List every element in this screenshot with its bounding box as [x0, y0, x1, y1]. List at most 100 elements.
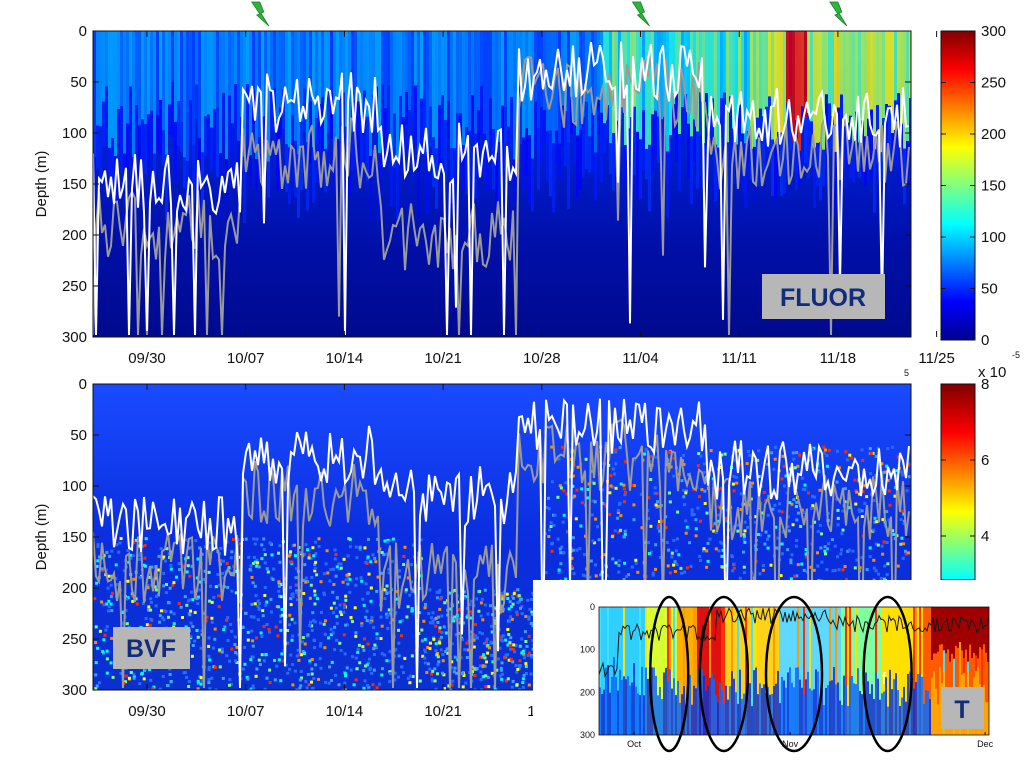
bvf-heatmap-cell — [233, 643, 237, 647]
bvf-heatmap-cell — [438, 637, 442, 641]
bvf-heatmap-cell — [749, 497, 753, 501]
bvf-heatmap-cell — [129, 553, 133, 557]
bvf-heatmap-cell — [675, 563, 679, 566]
bvf-heatmap-cell — [611, 557, 615, 561]
bvf-heatmap-cell — [647, 552, 651, 556]
t-heatmap-deep-cell — [685, 704, 687, 735]
bvf-heatmap-cell — [375, 632, 379, 636]
t-heatmap-deep-cell — [935, 688, 937, 735]
bvf-heatmap-cell — [249, 658, 253, 662]
bvf-heatmap-cell — [865, 495, 869, 499]
fluor-x-tick-label: 10/07 — [227, 350, 265, 367]
bvf-heatmap-cell — [300, 676, 303, 680]
t-heatmap-deep-cell — [721, 690, 723, 735]
bvf-heatmap-cell — [141, 545, 144, 548]
bvf-heatmap-cell — [144, 537, 148, 541]
bvf-heatmap-cell — [547, 496, 550, 500]
t-heatmap-deep-cell — [775, 683, 777, 735]
bvf-heatmap-cell — [647, 541, 650, 545]
t-heatmap-cell — [985, 607, 987, 735]
bvf-heatmap-cell — [385, 659, 389, 663]
bvf-heatmap-cell — [791, 451, 795, 455]
bvf-heatmap-cell — [802, 511, 805, 514]
bvf-heatmap-cell — [758, 572, 762, 576]
fluor-heatmap-cell — [240, 31, 243, 118]
bvf-heatmap-cell — [225, 618, 229, 622]
bvf-heatmap-cell — [472, 638, 476, 642]
bvf-heatmap-cell — [295, 654, 299, 658]
bvf-heatmap-cell — [515, 610, 519, 614]
fluor-heatmap-cell — [261, 31, 264, 117]
bvf-heatmap-cell — [410, 580, 414, 584]
fluor-heatmap-cell — [699, 92, 702, 137]
bvf-heatmap-cell — [217, 605, 221, 609]
fluor-heatmap-cell — [93, 157, 96, 199]
fluor-heatmap-cell — [639, 139, 642, 200]
bvf-heatmap-cell — [302, 592, 306, 595]
fluor-heatmap-cell — [399, 31, 402, 96]
fluor-heatmap-cell — [297, 154, 300, 218]
bvf-heatmap-cell — [905, 489, 909, 493]
bvf-heatmap-cell — [855, 490, 859, 494]
bvf-heatmap-cell — [318, 621, 322, 625]
bvf-heatmap-cell — [835, 480, 839, 484]
fluor-heatmap-cell — [432, 31, 435, 138]
bvf-heatmap-cell — [119, 537, 123, 540]
bvf-heatmap-cell — [213, 627, 217, 631]
fluor-heatmap-cell — [909, 97, 911, 164]
fluor-heatmap-cell — [780, 31, 783, 133]
bvf-heatmap-cell — [253, 584, 257, 588]
fluor-heatmap-cell — [456, 113, 459, 166]
t-heatmap-deep-cell — [835, 684, 837, 735]
bvf-heatmap-cell — [438, 607, 442, 611]
bvf-heatmap-cell — [491, 660, 495, 664]
t-heatmap-deep-cell — [887, 706, 889, 735]
bvf-colorbar-tick-label: 8 — [981, 376, 989, 393]
t-heatmap-deep-cell — [879, 699, 881, 735]
fluor-colorbar-tick-label: 300 — [981, 23, 1006, 40]
bvf-heatmap-cell — [774, 445, 778, 449]
bvf-heatmap-cell — [876, 543, 880, 547]
bvf-heatmap-cell — [651, 571, 655, 575]
bvf-heatmap-cell — [571, 536, 575, 540]
t-heatmap-deep-cell — [789, 667, 791, 735]
fluor-heatmap-cell — [291, 31, 294, 116]
bvf-heatmap-cell — [654, 503, 658, 507]
bvf-heatmap-cell — [208, 658, 212, 662]
bvf-heatmap-cell — [420, 639, 424, 643]
bvf-heatmap-cell — [738, 463, 742, 467]
bvf-heatmap-cell — [900, 509, 904, 513]
bvf-heatmap-cell — [182, 564, 186, 568]
bvf-heatmap-cell — [843, 487, 847, 491]
bvf-heatmap-cell — [805, 555, 809, 559]
bvf-heatmap-cell — [323, 646, 327, 650]
bvf-heatmap-cell — [789, 561, 793, 565]
bvf-heatmap-cell — [530, 612, 534, 616]
bvf-heatmap-cell — [447, 684, 451, 688]
fluor-heatmap-cell — [117, 109, 120, 146]
bvf-heatmap-cell — [481, 664, 485, 668]
bvf-heatmap-cell — [100, 567, 104, 571]
t-heatmap-deep-cell — [681, 694, 683, 735]
bvf-heatmap-cell — [860, 515, 864, 518]
bvf-heatmap-cell — [434, 687, 438, 690]
bvf-heatmap-cell — [601, 501, 605, 505]
t-heatmap-deep-cell — [925, 690, 927, 735]
bvf-heatmap-cell — [581, 573, 585, 577]
bvf-heatmap-cell — [126, 579, 130, 583]
fluor-heatmap-cell — [336, 139, 339, 177]
fluor-heatmap-cell — [519, 85, 522, 144]
t-heatmap-cell — [931, 607, 933, 735]
bvf-heatmap-cell — [371, 553, 375, 557]
t-heatmap-deep-cell — [827, 685, 829, 735]
fluor-heatmap-cell — [747, 131, 750, 165]
bvf-heatmap-cell — [574, 517, 578, 521]
bvf-heatmap-cell — [127, 676, 131, 680]
t-heatmap-cell — [729, 607, 731, 735]
bvf-heatmap-cell — [759, 533, 763, 537]
bvf-heatmap-cell — [489, 604, 492, 608]
t-heatmap-cell — [897, 607, 899, 735]
bvf-heatmap-cell — [298, 678, 302, 682]
t-heatmap-deep-cell — [725, 685, 727, 735]
bvf-heatmap-cell — [295, 589, 299, 593]
